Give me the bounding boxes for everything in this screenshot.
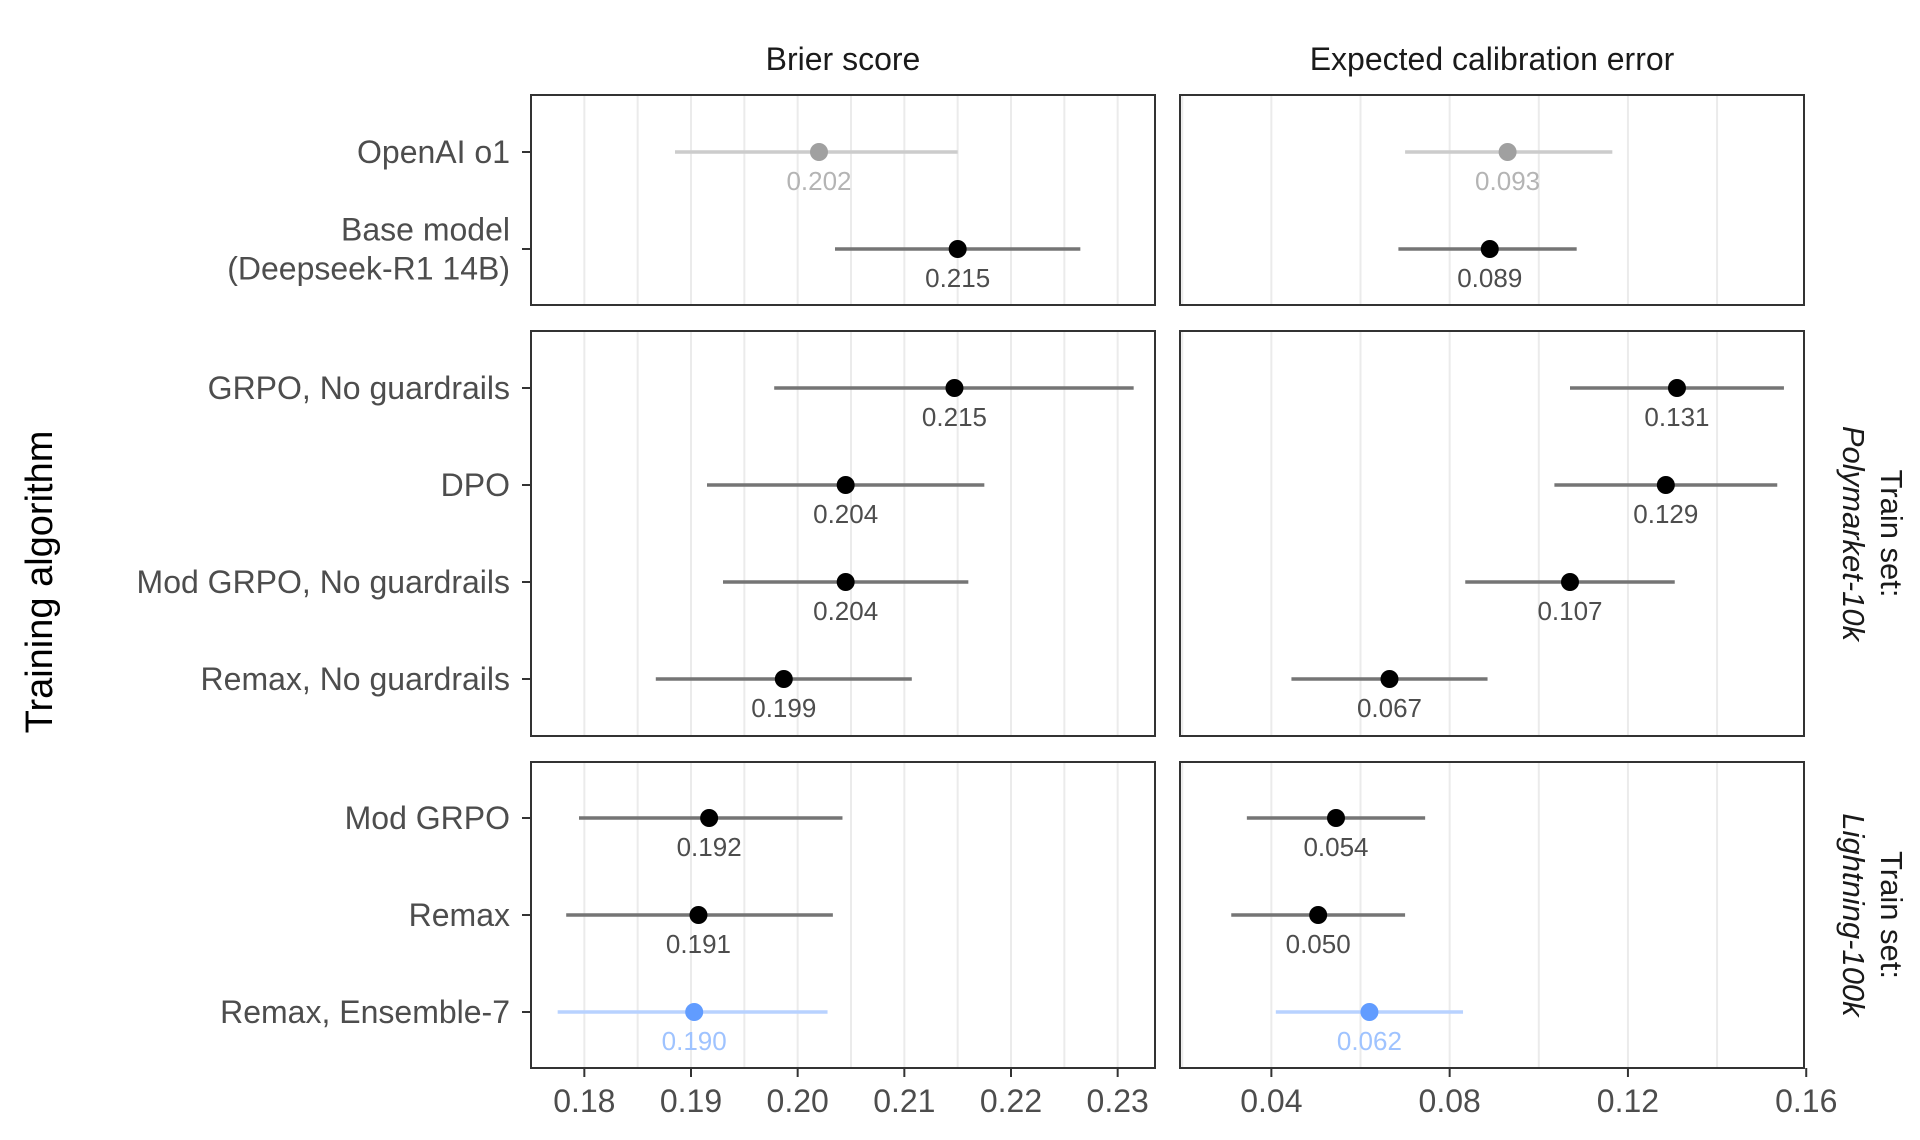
- data-label: 0.191: [666, 929, 731, 959]
- column-title: Expected calibration error: [1310, 41, 1675, 77]
- data-label: 0.054: [1303, 832, 1368, 862]
- data-label: 0.062: [1337, 1026, 1402, 1056]
- data-label: 0.204: [813, 499, 878, 529]
- facet-strip-label: Train set:: [1874, 851, 1909, 979]
- x-tick-label: 0.16: [1775, 1083, 1837, 1119]
- data-point: [689, 906, 708, 924]
- data-label: 0.129: [1633, 499, 1698, 529]
- row-label: OpenAI o1: [357, 134, 510, 170]
- x-tick-label: 0.04: [1240, 1083, 1302, 1119]
- row-label: Remax, No guardrails: [201, 661, 510, 697]
- y-axis-title: Training algorithm: [19, 431, 61, 734]
- data-label: 0.202: [786, 166, 851, 196]
- row-label: Remax, Ensemble-7: [220, 994, 510, 1030]
- data-point: [1667, 379, 1686, 397]
- data-label: 0.192: [677, 832, 742, 862]
- data-point: [1309, 906, 1328, 924]
- panel-border: [1179, 94, 1805, 306]
- data-label: 0.050: [1286, 929, 1351, 959]
- data-point: [1360, 1003, 1379, 1021]
- data-point: [1380, 670, 1399, 688]
- column-title: Brier score: [766, 41, 921, 77]
- data-label: 0.093: [1475, 166, 1540, 196]
- row-label: GRPO, No guardrails: [208, 370, 510, 406]
- x-tick-label: 0.21: [873, 1083, 935, 1119]
- facet-strip-label: Lightning-100k: [1836, 813, 1871, 1018]
- row-label: DPO: [441, 467, 510, 503]
- data-label: 0.199: [751, 693, 816, 723]
- data-label: 0.107: [1537, 596, 1602, 626]
- panel-border: [530, 94, 1156, 306]
- row-label: Base model: [341, 212, 510, 248]
- panel-border: [1179, 330, 1805, 737]
- panel-border: [1179, 761, 1805, 1069]
- x-tick-label: 0.23: [1087, 1083, 1149, 1119]
- data-point: [1480, 240, 1499, 258]
- x-tick-label: 0.20: [767, 1083, 829, 1119]
- x-tick-label: 0.18: [553, 1083, 615, 1119]
- data-point: [700, 809, 719, 827]
- x-tick-label: 0.22: [980, 1083, 1042, 1119]
- data-label: 0.089: [1457, 263, 1522, 293]
- row-label: Mod GRPO, No guardrails: [137, 564, 510, 600]
- data-point: [836, 573, 855, 591]
- data-label: 0.131: [1644, 402, 1709, 432]
- data-point: [810, 143, 828, 161]
- x-tick-label: 0.12: [1597, 1083, 1659, 1119]
- row-label: Mod GRPO: [345, 800, 510, 836]
- data-label: 0.215: [925, 263, 990, 293]
- data-point: [948, 240, 967, 258]
- data-point: [685, 1003, 704, 1021]
- row-label: Remax: [409, 897, 510, 933]
- x-tick-label: 0.19: [660, 1083, 722, 1119]
- data-label: 0.190: [662, 1026, 727, 1056]
- data-label: 0.215: [922, 402, 987, 432]
- facet-strip-label: Polymarket-10k: [1836, 426, 1871, 643]
- plot-area: Brier score Expected calibration error 0.2…: [137, 41, 1909, 1119]
- data-point: [945, 379, 964, 397]
- data-label: 0.067: [1357, 693, 1422, 723]
- panel-border: [530, 330, 1156, 737]
- data-point: [1327, 809, 1345, 827]
- data-point: [1561, 573, 1579, 591]
- data-point: [836, 476, 855, 494]
- x-tick-label: 0.08: [1419, 1083, 1481, 1119]
- data-point: [1498, 143, 1517, 161]
- row-label: (Deepseek-R1 14B): [227, 251, 510, 287]
- data-point: [774, 670, 793, 688]
- facet-strip-label: Train set:: [1874, 469, 1909, 597]
- data-label: 0.204: [813, 596, 878, 626]
- data-point: [1656, 476, 1675, 494]
